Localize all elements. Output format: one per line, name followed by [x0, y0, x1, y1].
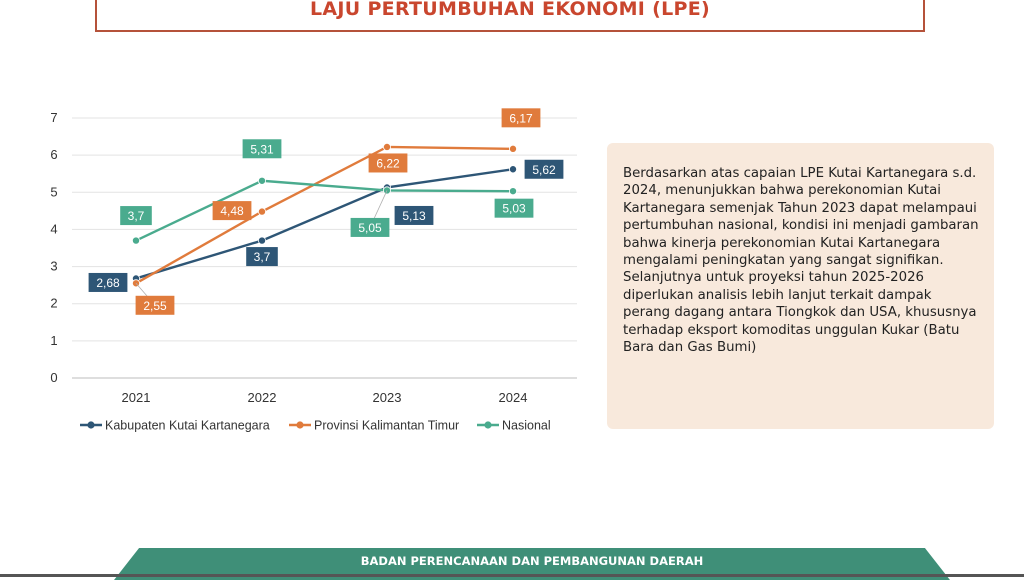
y-tick-label: 5 [50, 184, 57, 199]
data-point [508, 144, 517, 153]
data-label-box [120, 206, 152, 226]
data-label-box [501, 108, 541, 128]
data-point [508, 165, 517, 174]
data-label-box [242, 139, 282, 159]
data-label-box [394, 205, 434, 225]
data-label-box [494, 198, 534, 218]
data-point [257, 207, 266, 216]
data-label-box [368, 153, 408, 173]
data-label-box [246, 247, 278, 267]
footer-text: BADAN PERENCANAAN DAN PEMBANGUNAN DAERAH [360, 554, 704, 568]
x-tick-label: 2021 [122, 390, 151, 405]
data-point [382, 142, 391, 151]
data-label-box [135, 295, 175, 315]
data-label-box [350, 217, 390, 237]
y-tick-label: 7 [50, 110, 57, 125]
description-text: Berdasarkan atas capaian LPE Kutai Karta… [623, 166, 979, 356]
line-chart: 0 1 2 3 4 5 6 7 2021 2022 2023 2024 2,68 3,7 5,13 5,62 2… [50, 108, 577, 433]
x-tick-label: 2023 [373, 390, 402, 405]
y-tick-label: 2 [50, 296, 57, 311]
data-label-box [524, 159, 564, 179]
data-label-box [88, 272, 128, 292]
legend-label: Kabupaten Kutai Kartanegara [105, 419, 270, 433]
data-label: 6,22 [376, 156, 400, 170]
x-tick-label: 2022 [248, 390, 277, 405]
data-label: 5,05 [358, 221, 382, 235]
data-label: 2,55 [143, 299, 167, 313]
series-line [135, 179, 514, 242]
data-point [257, 236, 266, 245]
data-label: 5,13 [402, 209, 426, 223]
legend-marker [484, 421, 492, 429]
x-tick-label: 2024 [499, 390, 528, 405]
y-tick-label: 6 [50, 147, 57, 162]
data-label: 2,68 [96, 276, 120, 290]
data-label: 3,7 [254, 250, 271, 264]
legend-marker [296, 421, 304, 429]
data-point [131, 236, 140, 245]
legend-label: Provinsi Kalimantan Timur [314, 419, 459, 433]
data-label: 6,17 [509, 111, 533, 125]
y-tick-label: 0 [50, 370, 57, 385]
data-label: 5,62 [532, 163, 556, 177]
y-tick-label: 3 [50, 259, 57, 274]
footer-divider [0, 574, 1024, 577]
data-label-box [212, 201, 252, 221]
legend-marker [87, 421, 95, 429]
data-label: 3,7 [128, 209, 145, 223]
title-frame: LAJU PERTUMBUHAN EKONOMI (LPE) [95, 0, 925, 32]
page-title: LAJU PERTUMBUHAN EKONOMI (LPE) [310, 0, 710, 20]
data-point [508, 187, 517, 196]
series-line [135, 145, 514, 285]
y-tick-label: 1 [50, 333, 57, 348]
data-label: 5,03 [502, 202, 526, 216]
legend-label: Nasional [502, 419, 551, 433]
y-tick-label: 4 [50, 221, 57, 236]
description-box: Berdasarkan atas capaian LPE Kutai Karta… [607, 143, 994, 429]
series-line [135, 168, 514, 280]
data-label: 5,31 [250, 142, 274, 156]
data-label: 4,48 [220, 204, 244, 218]
data-point [257, 176, 266, 185]
